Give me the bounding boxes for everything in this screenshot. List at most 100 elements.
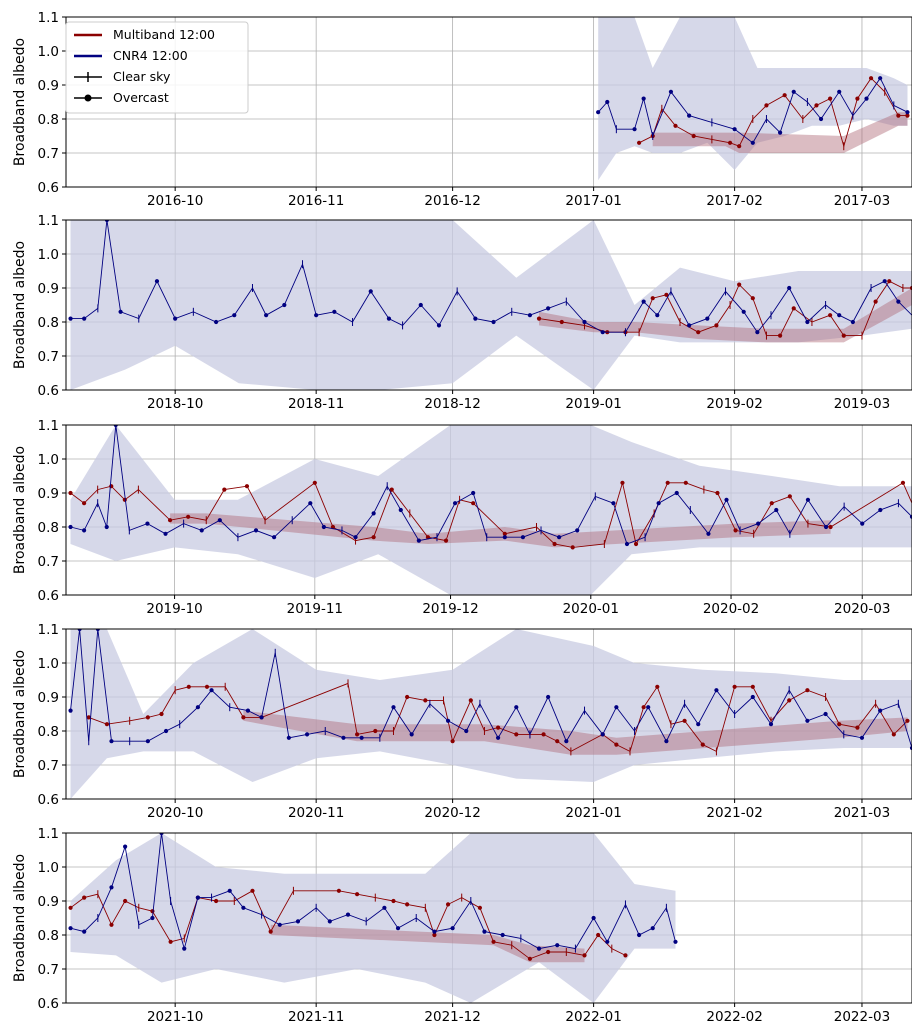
cnr4-overcast-point xyxy=(582,319,587,325)
cnr4-overcast-point xyxy=(416,538,421,543)
multiband-overcast-point xyxy=(732,684,737,689)
cnr4-series-line xyxy=(70,833,676,951)
x-tick-label: 2022-01 xyxy=(565,1009,621,1025)
cnr4-series-line xyxy=(597,77,908,144)
panel-5: 0.6 0.7 0.8 0.9 1.0 1.1 2021-10 2021-11 2021-12 2… xyxy=(12,826,912,1025)
cnr4-overcast-point xyxy=(82,316,87,321)
x-tick-label: 2021-12 xyxy=(424,1009,480,1025)
x-tick-label: 2020-02 xyxy=(703,601,759,617)
cnr4-uncertainty-band xyxy=(70,629,912,799)
cnr4-overcast-point xyxy=(750,694,755,700)
cnr4-overcast-point xyxy=(768,722,774,727)
cnr4-overcast-point xyxy=(614,705,619,710)
multiband-overcast-point xyxy=(477,905,483,910)
multiband-overcast-point xyxy=(715,490,720,496)
cnr4-uncertainty-band xyxy=(70,220,912,390)
cnr4-overcast-point xyxy=(145,521,150,526)
cnr4-overcast-point xyxy=(668,89,674,94)
cnr4-series-line xyxy=(70,425,912,545)
x-tick-label: 2018-10 xyxy=(147,396,203,412)
cnr4-overcast-point xyxy=(359,735,364,740)
cnr4-series-line xyxy=(70,629,912,749)
legend-frame xyxy=(65,21,249,114)
cnr4-overcast-point xyxy=(113,425,118,428)
cnr4-overcast-point xyxy=(452,501,458,506)
cnr4-overcast-point xyxy=(546,306,551,311)
x-tick-label: 2020-12 xyxy=(424,805,480,821)
cnr4-overcast-point xyxy=(445,718,451,723)
y-tick-label: 0.8 xyxy=(38,315,59,331)
cnr4-overcast-point xyxy=(791,89,796,94)
cnr4-overcast-point xyxy=(655,313,660,318)
y-tick-label: 1.0 xyxy=(38,247,59,263)
multiband-overcast-point xyxy=(673,123,678,128)
multiband-overcast-point xyxy=(787,494,792,499)
cnr4-overcast-point xyxy=(245,708,251,713)
x-tick-label: 2021-11 xyxy=(288,1009,344,1025)
multiband-overcast-point xyxy=(909,285,912,291)
multiband-overcast-point xyxy=(104,722,110,727)
cnr4-overcast-point xyxy=(464,728,469,734)
multiband-overcast-point xyxy=(268,929,273,934)
y-tick-label: 1.0 xyxy=(38,656,59,672)
multiband-uncertainty-band xyxy=(170,513,831,548)
cnr4-overcast-point xyxy=(482,929,487,934)
cnr4-overcast-point xyxy=(787,285,792,291)
multiband-uncertainty-band xyxy=(270,924,585,963)
multiband-overcast-point xyxy=(683,480,688,485)
multiband-overcast-point xyxy=(828,524,833,530)
cnr4-overcast-point xyxy=(353,535,358,540)
x-tick-label: 2019-12 xyxy=(422,601,478,617)
cnr4-overcast-point xyxy=(173,316,178,321)
x-tick-label: 2018-12 xyxy=(424,396,480,412)
x-tick-label: 2017-03 xyxy=(834,193,890,209)
y-axis-label: Broadband albedo xyxy=(12,241,28,369)
y-tick-label: 0.9 xyxy=(38,486,59,502)
cnr4-overcast-point xyxy=(286,735,291,740)
cnr4-overcast-point xyxy=(714,688,719,693)
cnr4-overcast-point xyxy=(555,943,560,948)
y-tick-label: 1.1 xyxy=(38,10,59,26)
cnr4-overcast-point xyxy=(805,319,810,325)
cnr4-overcast-point xyxy=(600,330,605,335)
cnr4-overcast-point xyxy=(605,99,610,105)
plot-frame xyxy=(65,219,912,391)
x-tick-label: 2019-03 xyxy=(834,396,890,412)
cnr4-overcast-point xyxy=(77,629,82,632)
x-tick-label: 2020-11 xyxy=(288,805,344,821)
cnr4-overcast-point xyxy=(650,926,655,931)
cnr4-overcast-point xyxy=(382,905,387,910)
cnr4-overcast-point xyxy=(600,732,605,737)
cnr4-overcast-point xyxy=(882,279,887,284)
cnr4-uncertainty-band xyxy=(598,17,908,181)
cnr4-overcast-point xyxy=(163,728,169,734)
y-axis-label: Broadband albedo xyxy=(12,38,28,166)
cnr4-overcast-point xyxy=(232,313,237,318)
cnr4-overcast-point xyxy=(109,739,114,744)
cnr4-overcast-point xyxy=(450,926,455,931)
x-tick-label: 2020-03 xyxy=(834,601,890,617)
multiband-overcast-point xyxy=(468,698,473,703)
cnr4-overcast-point xyxy=(502,535,507,540)
cnr4-overcast-point xyxy=(837,89,842,94)
y-tick-label: 0.6 xyxy=(38,383,59,399)
cnr4-overcast-point xyxy=(527,313,533,318)
cnr4-overcast-point xyxy=(209,688,214,693)
cnr4-overcast-point xyxy=(398,507,403,513)
cnr4-overcast-point xyxy=(596,110,601,115)
cnr4-overcast-point xyxy=(282,302,287,308)
cnr4-overcast-point xyxy=(557,535,562,540)
multiband-series-line xyxy=(70,890,626,960)
x-tick-label: 2016-10 xyxy=(147,193,203,209)
multiband-overcast-point xyxy=(145,715,150,720)
multiband-overcast-point xyxy=(828,313,833,318)
multiband-overcast-point xyxy=(896,113,901,118)
multiband-overcast-point xyxy=(204,684,210,689)
multiband-overcast-point xyxy=(787,698,792,703)
multiband-overcast-point xyxy=(405,902,410,907)
cnr4-overcast-point xyxy=(696,722,701,727)
y-tick-label: 1.1 xyxy=(38,418,59,434)
multiband-overcast-point xyxy=(691,133,696,139)
multiband-overcast-point xyxy=(814,103,819,108)
legend-multiband-label: Multiband 12:00 xyxy=(113,27,215,42)
